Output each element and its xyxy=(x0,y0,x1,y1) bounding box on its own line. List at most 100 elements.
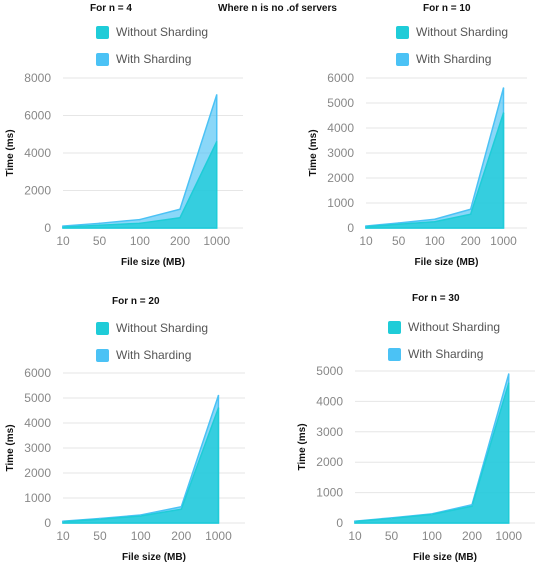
point-with-sharding xyxy=(502,87,505,89)
point-with-sharding xyxy=(469,208,472,211)
legend-label: With Sharding xyxy=(416,52,492,66)
area-without-sharding xyxy=(62,141,218,229)
area-without-sharding xyxy=(62,407,220,524)
y-tick-label: 2000 xyxy=(24,466,51,480)
x-axis-title: File size (MB) xyxy=(415,257,479,268)
chart-panel: For n = 20 Without Sharding With Sharding 0… xyxy=(0,283,275,566)
point-without-sharding xyxy=(471,505,473,508)
point-without-sharding xyxy=(217,407,220,409)
y-tick-label: 8000 xyxy=(24,71,51,85)
x-tick-label: 100 xyxy=(130,234,150,248)
y-tick-label: 5000 xyxy=(316,364,343,378)
y-tick-label: 3000 xyxy=(24,441,51,455)
point-with-sharding xyxy=(180,505,183,508)
legend-label: With Sharding xyxy=(408,347,484,361)
point-without-sharding xyxy=(98,224,101,226)
y-tick-label: 5000 xyxy=(327,96,354,110)
x-axis-title: File size (MB) xyxy=(121,257,185,268)
y-axis-title: Time (ms) xyxy=(5,129,16,176)
x-tick-label: 200 xyxy=(461,234,481,248)
y-tick-label: 2000 xyxy=(316,455,343,469)
legend-swatch xyxy=(96,349,109,362)
x-tick-label: 50 xyxy=(385,529,399,543)
y-tick-label: 6000 xyxy=(24,109,51,123)
chart-title: For n = 30 xyxy=(412,293,460,304)
point-with-sharding xyxy=(217,394,220,397)
x-axis-title: File size (MB) xyxy=(413,552,477,563)
y-tick-label: 1000 xyxy=(316,486,343,500)
y-tick-label: 5000 xyxy=(24,391,51,405)
y-tick-label: 1000 xyxy=(24,491,51,505)
chart-panel: For n = 4 Without Sharding With Sharding 0 2… xyxy=(0,0,275,283)
y-tick-label: 0 xyxy=(336,516,343,530)
legend-swatch xyxy=(96,26,109,39)
point-without-sharding xyxy=(139,222,141,225)
x-tick-label: 200 xyxy=(170,234,190,248)
x-tick-label: 10 xyxy=(348,529,362,543)
point-with-sharding xyxy=(179,208,181,211)
chart-svg: 0 2000 4000 6000 8000 10 50 100 200 1000 File size… xyxy=(5,71,243,268)
x-tick-label: 10 xyxy=(56,234,70,248)
y-tick-label: 6000 xyxy=(327,71,354,85)
legend-label: Without Sharding xyxy=(416,25,509,39)
legend-label: With Sharding xyxy=(116,52,192,66)
chart-title: For n = 20 xyxy=(112,296,160,307)
y-tick-label: 4000 xyxy=(24,416,51,430)
point-with-sharding xyxy=(507,373,510,375)
y-tick-label: 4000 xyxy=(316,394,343,408)
y-tick-label: 2000 xyxy=(327,171,354,185)
y-tick-label: 0 xyxy=(347,221,354,235)
point-with-sharding xyxy=(390,517,393,519)
point-with-sharding xyxy=(397,222,400,224)
point-with-sharding xyxy=(433,218,436,221)
point-without-sharding xyxy=(397,223,400,226)
point-without-sharding xyxy=(180,508,183,511)
point-without-sharding xyxy=(179,216,181,219)
x-tick-label: 10 xyxy=(56,529,70,543)
point-with-sharding xyxy=(98,222,101,225)
x-tick-label: 100 xyxy=(131,529,151,543)
point-with-sharding xyxy=(139,218,141,221)
legend-swatch xyxy=(396,53,409,66)
legend-label: Without Sharding xyxy=(116,321,209,335)
point-with-sharding xyxy=(431,513,433,515)
legend-swatch xyxy=(388,348,401,361)
chart-svg: 0 1000 2000 3000 4000 5000 10 50 100 200 1000 File … xyxy=(297,364,535,563)
legend-swatch xyxy=(388,321,401,334)
y-axis-title: Time (ms) xyxy=(297,423,308,470)
point-with-sharding xyxy=(471,503,473,506)
chart-svg: 0 1000 2000 3000 4000 5000 6000 10 50 100 200 1000 F… xyxy=(5,366,245,563)
legend-label: With Sharding xyxy=(116,348,192,362)
x-tick-label: 50 xyxy=(392,234,406,248)
x-tick-label: 100 xyxy=(422,529,442,543)
point-with-sharding xyxy=(99,517,101,520)
chart-panel: For n = 10 Without Sharding With Sharding 0… xyxy=(275,0,550,283)
chart-panel: For n = 30 Without Sharding With Sharding 0… xyxy=(275,283,550,566)
legend-label: Without Sharding xyxy=(408,320,501,334)
y-axis-title: Time (ms) xyxy=(308,129,319,176)
x-tick-label: 50 xyxy=(93,529,107,543)
point-with-sharding xyxy=(139,514,142,516)
y-axis-title: Time (ms) xyxy=(5,424,16,471)
y-tick-label: 0 xyxy=(44,221,51,235)
x-tick-label: 50 xyxy=(93,234,107,248)
point-with-sharding xyxy=(215,94,218,96)
x-tick-label: 200 xyxy=(171,529,191,543)
servers-note: Where n is no .of servers xyxy=(218,3,337,14)
y-tick-label: 1000 xyxy=(327,196,354,210)
y-tick-label: 4000 xyxy=(24,146,51,160)
x-tick-label: 1000 xyxy=(205,529,232,543)
x-tick-label: 200 xyxy=(462,529,482,543)
legend-swatch xyxy=(96,53,109,66)
legend-swatch xyxy=(396,26,409,39)
y-tick-label: 6000 xyxy=(24,366,51,380)
x-tick-label: 1000 xyxy=(203,234,230,248)
y-tick-label: 3000 xyxy=(316,425,343,439)
area-without-sharding xyxy=(354,382,510,524)
chart-title: For n = 4 xyxy=(90,3,132,14)
y-tick-label: 3000 xyxy=(327,146,354,160)
x-tick-label: 1000 xyxy=(495,529,522,543)
point-without-sharding xyxy=(433,220,436,223)
point-without-sharding xyxy=(502,112,505,114)
point-with-sharding xyxy=(62,520,64,523)
